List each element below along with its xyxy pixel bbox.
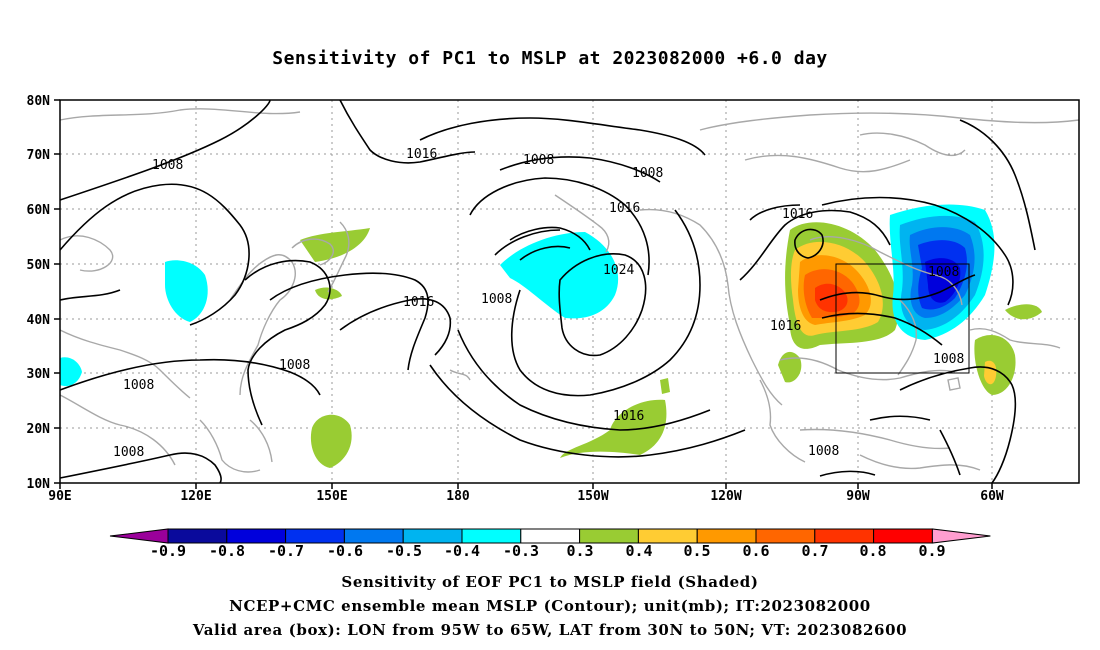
colorbar-swatch [343, 528, 404, 544]
lon-label: 90W [846, 489, 870, 504]
lat-label: 70N [27, 148, 51, 163]
colorbar-label: 0.9 [918, 542, 945, 560]
colorbar-label: -0.6 [327, 542, 363, 560]
contour-label: 1008 [123, 378, 154, 393]
caption-line-2: NCEP+CMC ensemble mean MSLP (Contour); u… [229, 597, 871, 615]
negative-region [165, 260, 208, 322]
lat-label: 30N [27, 367, 51, 382]
contour-label: 1008 [632, 166, 663, 181]
contour-labels: 1008 1016 1008 1008 1016 1024 1008 1016 … [113, 147, 964, 460]
caption-line-3: Valid area (box): LON from 95W to 65W, L… [192, 621, 908, 639]
colorbar-swatch [755, 528, 816, 544]
contour-label: 1008 [928, 265, 959, 280]
colorbar-swatch [814, 528, 875, 544]
colorbar-label: 0.8 [859, 542, 886, 560]
colorbar-swatch [167, 528, 228, 544]
colorbar [109, 528, 991, 544]
colorbar-swatch [696, 528, 757, 544]
positive-region [660, 378, 670, 394]
colorbar-swatch [461, 528, 522, 544]
positive-region [310, 414, 352, 468]
contour-label: 1024 [603, 263, 634, 278]
negative-region [925, 258, 961, 303]
positive-region [1005, 304, 1042, 320]
lat-label: 10N [27, 477, 51, 492]
negative-region [60, 357, 82, 387]
positive-region [984, 360, 997, 385]
colorbar-label: -0.4 [444, 542, 480, 560]
contour-label: 1008 [152, 158, 183, 173]
lon-label: 180 [446, 489, 470, 504]
colorbar-label: -0.7 [268, 542, 304, 560]
lon-label: 150W [577, 489, 608, 504]
colorbar-swatch [520, 528, 581, 544]
contour-label: 1016 [609, 201, 640, 216]
lon-labels: 90E 120E 150E 180 150W 120W 90W 60W [48, 489, 1004, 504]
sensitivity-shading [60, 204, 1042, 468]
lat-label: 60N [27, 203, 51, 218]
contour-label: 1008 [481, 292, 512, 307]
lon-label: 120W [710, 489, 741, 504]
map-frame [59, 99, 1080, 484]
axis-ticks [54, 99, 993, 489]
colorbar-labels: -0.9 -0.8 -0.7 -0.6 -0.5 -0.4 -0.3 0.3 0… [150, 542, 946, 560]
lat-labels: 80N 70N 60N 50N 40N 30N 20N 10N [27, 94, 51, 492]
contour-label: 1016 [403, 295, 434, 310]
colorbar-arrow-min [109, 528, 169, 544]
colorbar-label: 0.7 [801, 542, 828, 560]
lon-label: 90E [48, 489, 71, 504]
contour-label: 1008 [808, 444, 839, 459]
lon-label: 150E [316, 489, 347, 504]
colorbar-label: 0.5 [683, 542, 710, 560]
colorbar-swatch [226, 528, 287, 544]
colorbar-label: 0.6 [742, 542, 769, 560]
colorbar-label: -0.3 [503, 542, 539, 560]
contour-label: 1016 [613, 409, 644, 424]
colorbar-swatch [873, 528, 933, 544]
contour-label: 1016 [782, 207, 813, 222]
colorbar-arrow-max [931, 528, 991, 544]
colorbar-swatch [402, 528, 463, 544]
lat-label: 80N [27, 94, 51, 109]
lon-label: 120E [180, 489, 211, 504]
contour-label: 1016 [406, 147, 437, 162]
positive-region [300, 228, 370, 262]
valid-area-box [835, 263, 970, 374]
colorbar-label: 0.3 [566, 542, 593, 560]
contour-label: 1008 [523, 153, 554, 168]
contour-label: 1016 [770, 319, 801, 334]
lon-label: 60W [980, 489, 1004, 504]
colorbar-label: -0.8 [209, 542, 245, 560]
positive-region [778, 351, 802, 383]
map-title: Sensitivity of PC1 to MSLP at 2023082000… [272, 48, 828, 69]
contour-label: 1008 [113, 445, 144, 460]
colorbar-label: 0.4 [625, 542, 652, 560]
coastlines [59, 108, 1080, 473]
contour-label: 1008 [279, 358, 310, 373]
caption-line-1: Sensitivity of EOF PC1 to MSLP field (Sh… [341, 573, 759, 591]
colorbar-swatch [579, 528, 639, 544]
colorbar-label: -0.9 [150, 542, 186, 560]
lat-label: 20N [27, 422, 51, 437]
colorbar-swatch [285, 528, 345, 544]
lat-label: 50N [27, 258, 51, 273]
colorbar-swatch [637, 528, 698, 544]
contour-label: 1008 [933, 352, 964, 367]
positive-region [815, 283, 848, 313]
positive-region [315, 287, 342, 300]
lat-label: 40N [27, 313, 51, 328]
mslp-contours [59, 99, 1036, 484]
colorbar-label: -0.5 [386, 542, 422, 560]
